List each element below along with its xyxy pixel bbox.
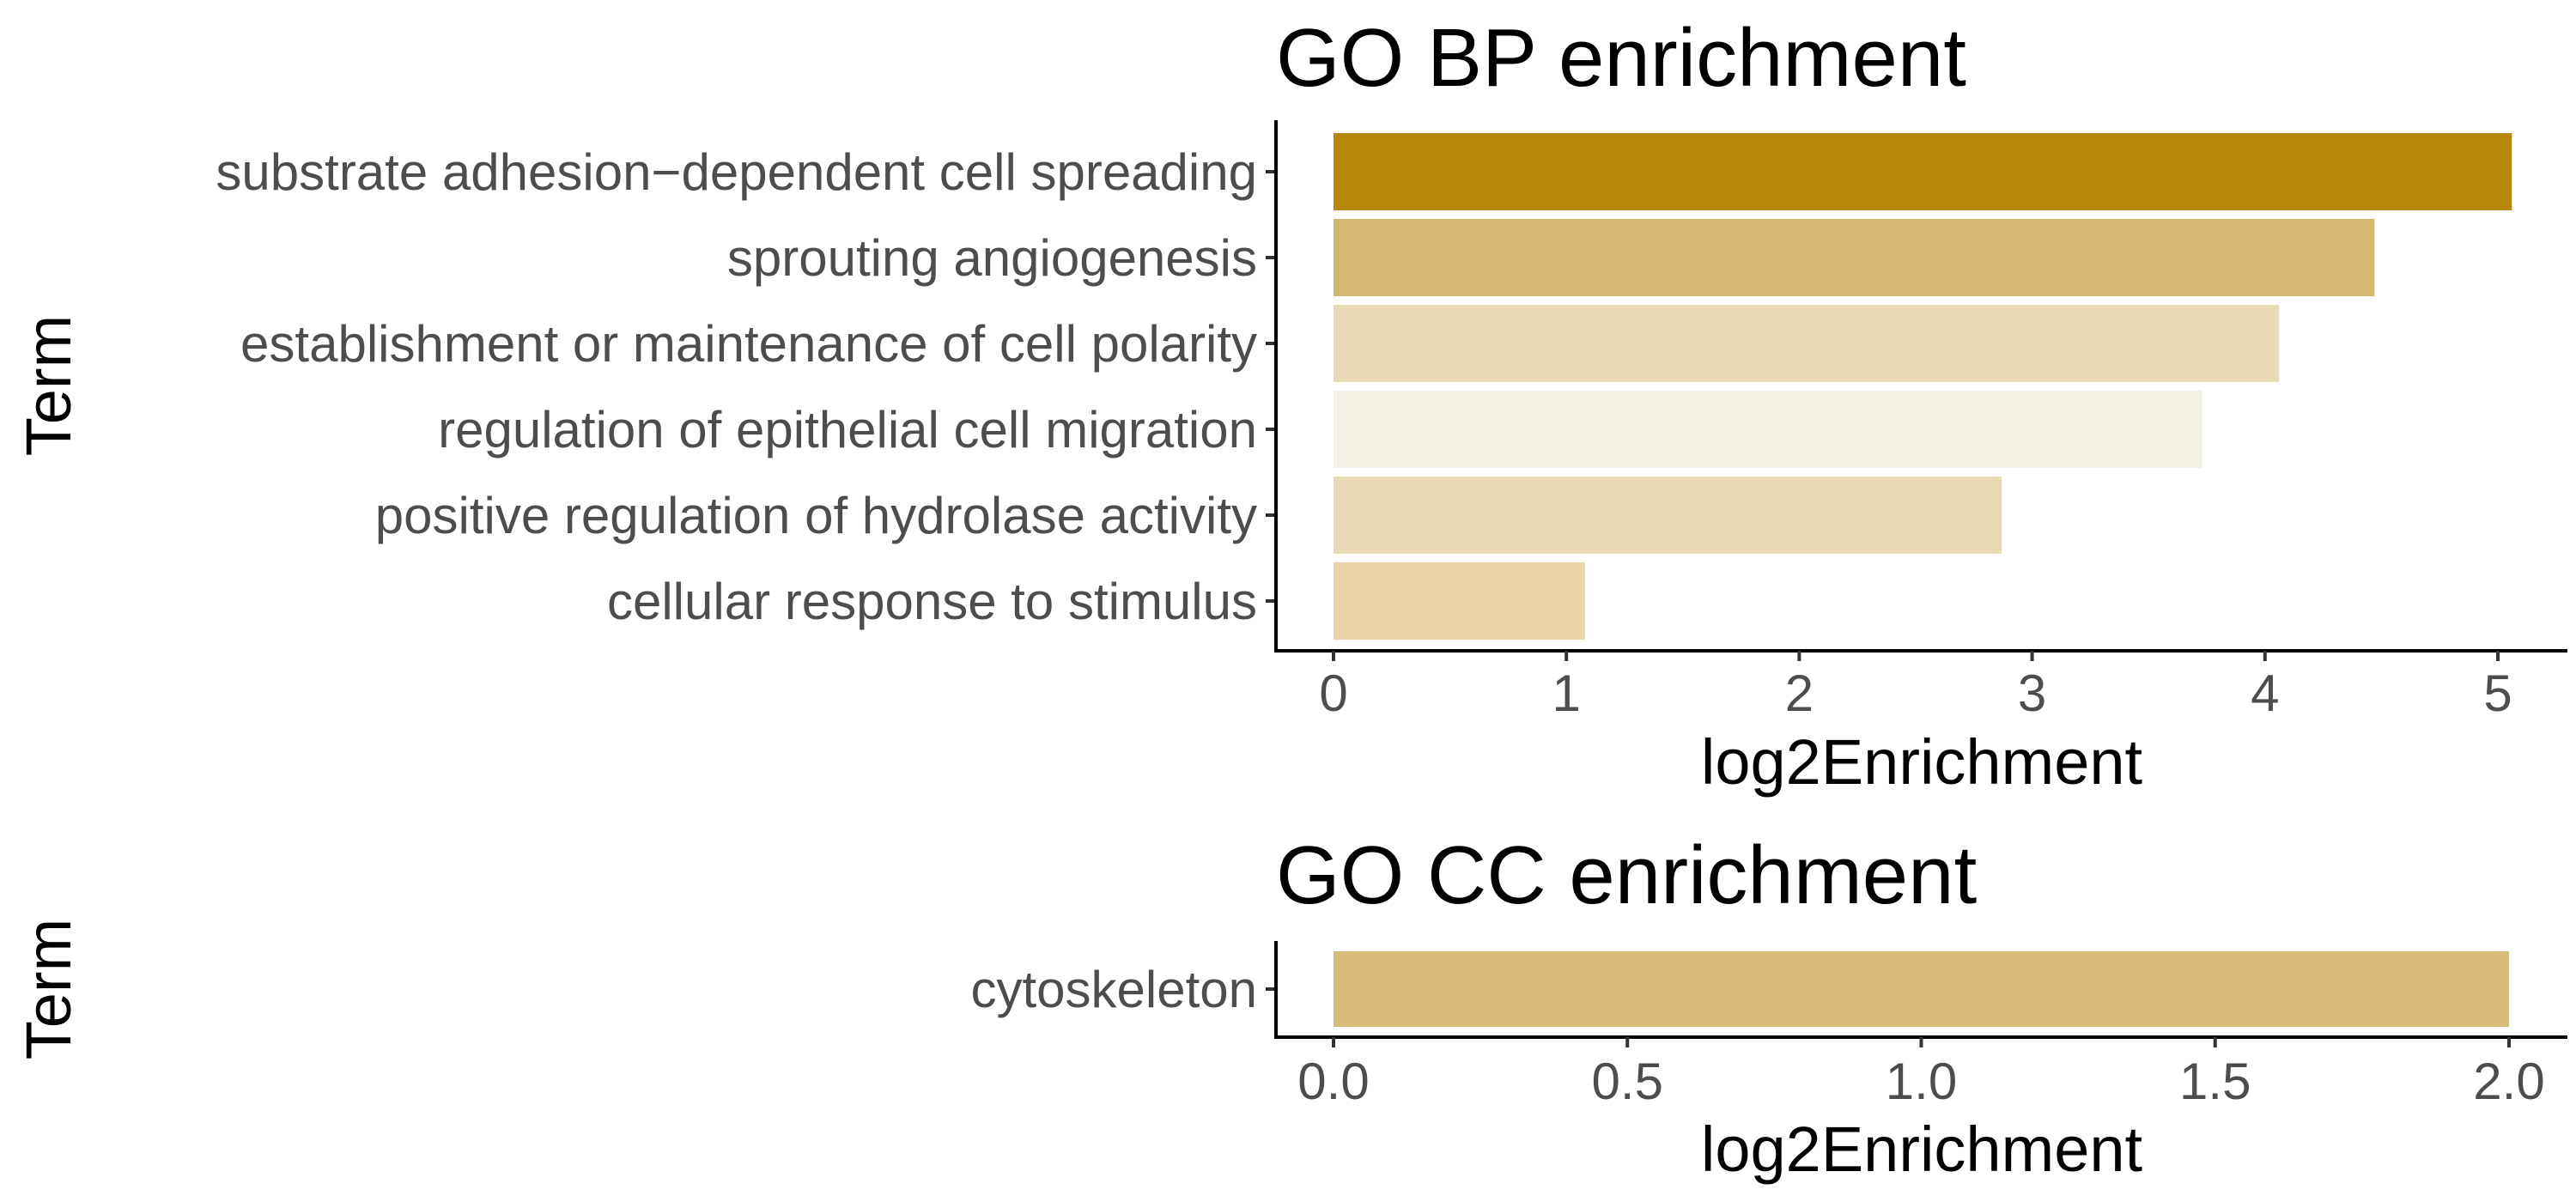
bar [1334,219,2375,296]
y-tick-label: cytoskeleton [970,961,1257,1018]
y-tick-label: regulation of epithelial cell migration [438,401,1257,458]
x-tick-label: 0.5 [1592,1053,1663,1110]
bar [1334,562,1585,640]
x-tick-label: 5 [2483,665,2512,722]
chart-title: GO BP enrichment [1276,12,1966,104]
x-tick-label: 2.0 [2473,1053,2544,1110]
x-tick-label: 0 [1319,665,1347,722]
bar [1334,391,2202,468]
x-axis-title: log2Enrichment [1701,1114,2143,1185]
bar [1334,477,2002,554]
x-tick-label: 3 [2018,665,2046,722]
y-tick-label: substrate adhesion−dependent cell spread… [216,143,1257,201]
x-tick-label: 4 [2251,665,2279,722]
x-tick-label: 1 [1552,665,1581,722]
y-axis-title: Term [13,315,84,456]
x-axis-title: log2Enrichment [1701,726,2143,798]
bar [1334,951,2509,1027]
x-tick-label: 1.0 [1886,1053,1957,1110]
bar [1334,305,2280,382]
y-tick-label: cellular response to stimulus [607,573,1257,630]
y-tick-label: establishment or maintenance of cell pol… [240,315,1257,373]
panel-go-cc: GO CC enrichment cytoskeleton 0.0 0.5 1.0 1.5… [13,829,2567,1185]
y-axis-title: Term [13,919,84,1059]
y-tick-label: sprouting angiogenesis [727,229,1257,287]
x-tick-label: 0.0 [1297,1053,1369,1110]
bar [1334,133,2512,210]
y-tick-label: positive regulation of hydrolase activit… [375,487,1257,544]
x-tick-label: 2 [1785,665,1814,722]
chart-title: GO CC enrichment [1276,829,1977,921]
x-tick-label: 1.5 [2179,1053,2251,1110]
panel-go-bp: GO BP enrichment substrate adhesion−depen… [13,12,2567,798]
